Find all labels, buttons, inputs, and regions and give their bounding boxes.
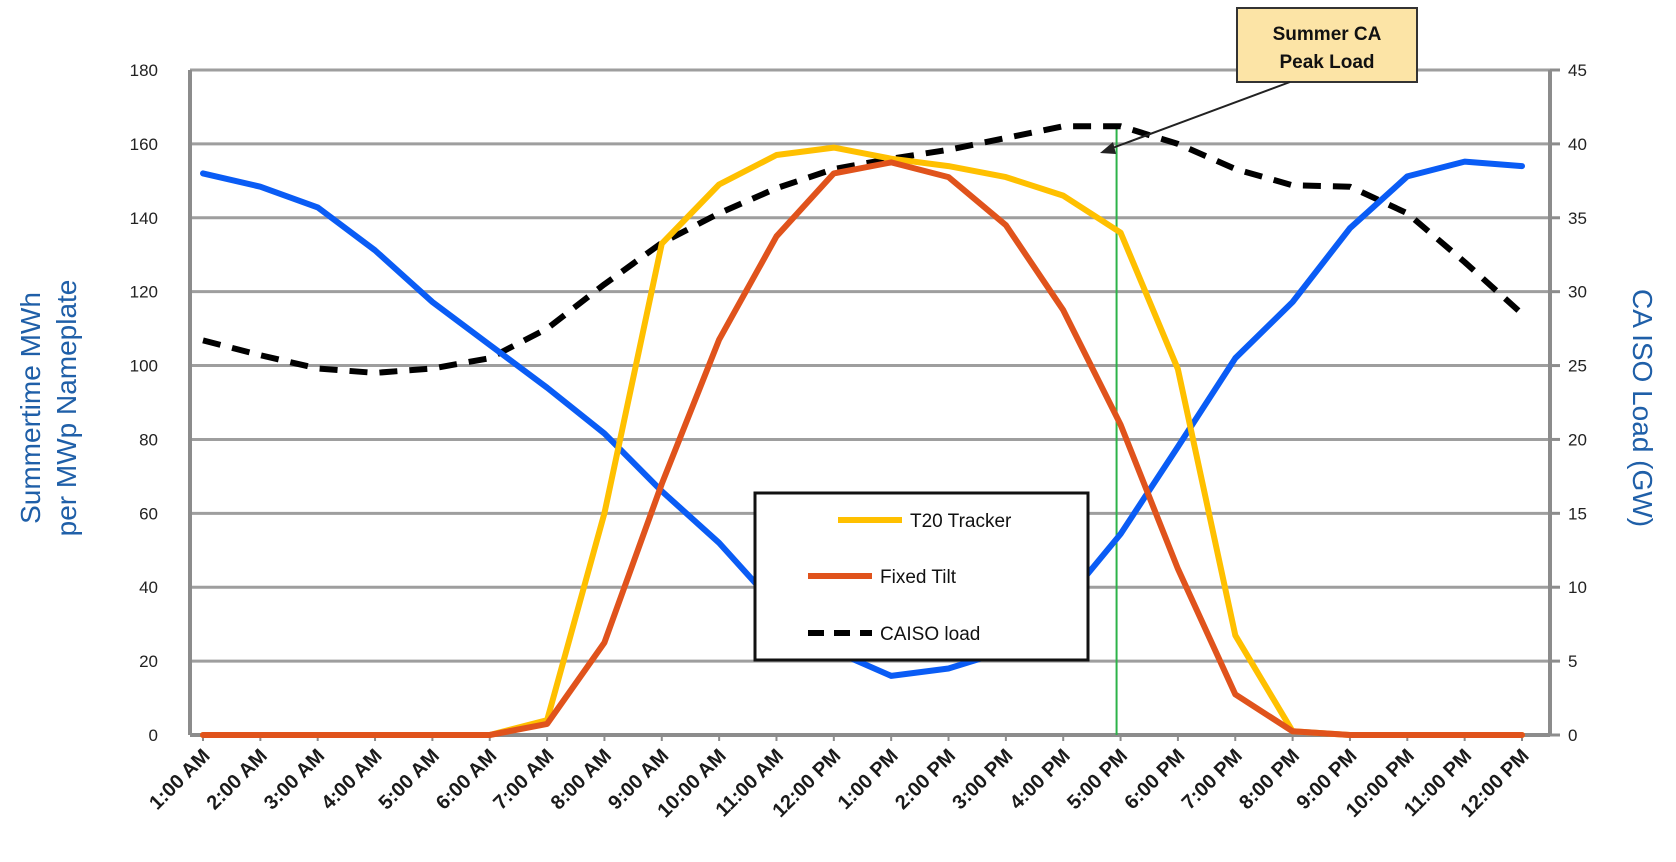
y-left-tick-label: 20 [139,652,158,671]
y-left-tick-label: 160 [130,135,158,154]
y-axis-right-title: CA ISO Load (GW) [1627,289,1658,527]
y-right-tick-label: 5 [1568,652,1577,671]
legend-label-fixed-tilt: Fixed Tilt [880,567,957,588]
y-right-tick-label: 15 [1568,504,1587,523]
series-blue-line [200,158,1525,679]
legend-label-caiso-load: CAISO load [880,624,980,645]
x-tick-label: 3:00 PM [948,745,1017,814]
callout-text-line1: Summer CA [1273,24,1382,45]
x-tick-label: 7:00 PM [1178,745,1247,814]
x-axis-ticks: 1:00 AM2:00 AM3:00 AM4:00 AM5:00 AM6:00 … [145,735,1534,822]
x-tick-label: 2:00 AM [203,745,272,814]
y-left-tick-label: 180 [130,61,158,80]
x-tick-label: 3:00 AM [260,745,329,814]
y-left-tick-label: 40 [139,578,158,597]
y-axis-right-ticks: 0 5 10 15 20 25 30 35 40 45 [1550,61,1587,745]
series-fixed-tilt-line [200,159,1525,738]
y-left-tick-label: 120 [130,283,158,302]
x-tick-label: 6:00 AM [432,745,501,814]
x-tick-label: 8:00 PM [1235,745,1304,814]
y-axis-left-title-line1: Summertime MWh [15,292,46,524]
x-tick-label: 6:00 PM [1120,745,1189,814]
y-left-tick-label: 80 [139,430,158,449]
callout-text-line2: Peak Load [1279,52,1374,73]
y-axis-left-ticks: 0 20 40 60 80 100 120 140 160 180 [130,61,158,745]
y-right-tick-label: 45 [1568,61,1587,80]
x-tick-label: 8:00 AM [547,745,616,814]
y-right-tick-label: 25 [1568,357,1587,376]
y-right-tick-label: 10 [1568,578,1587,597]
x-tick-label: 1:00 AM [145,745,214,814]
y-left-tick-label: 60 [139,504,158,523]
x-tick-label: 4:00 AM [317,745,386,814]
peak-load-callout: Summer CA Peak Load [1100,7,1418,154]
x-tick-label: 7:00 AM [489,745,558,814]
y-axis-left-title-line2: per MWp Nameplate [51,280,82,537]
callout-box [1236,7,1418,83]
callout-arrow-head [1100,142,1116,154]
legend: T20 Tracker Fixed Tilt CAISO load [753,491,1090,662]
callout-arrow-line [1106,81,1291,151]
y-left-tick-label: 0 [149,726,158,745]
series-lines [200,123,1525,738]
y-right-tick-label: 30 [1568,283,1587,302]
series-caiso-load-line [202,123,1525,376]
y-left-tick-label: 140 [130,209,158,228]
y-right-tick-label: 20 [1568,430,1587,449]
legend-label-t20-tracker: T20 Tracker [910,511,1012,532]
x-tick-label: 1:00 PM [834,745,903,814]
x-tick-label: 5:00 PM [1063,745,1132,814]
y-left-tick-label: 100 [130,357,158,376]
x-tick-label: 4:00 PM [1006,745,1075,814]
y-right-tick-label: 40 [1568,135,1587,154]
x-tick-label: 5:00 AM [375,745,444,814]
y-right-tick-label: 0 [1568,726,1577,745]
y-right-tick-label: 35 [1568,209,1587,228]
x-tick-label: 2:00 PM [891,745,960,814]
